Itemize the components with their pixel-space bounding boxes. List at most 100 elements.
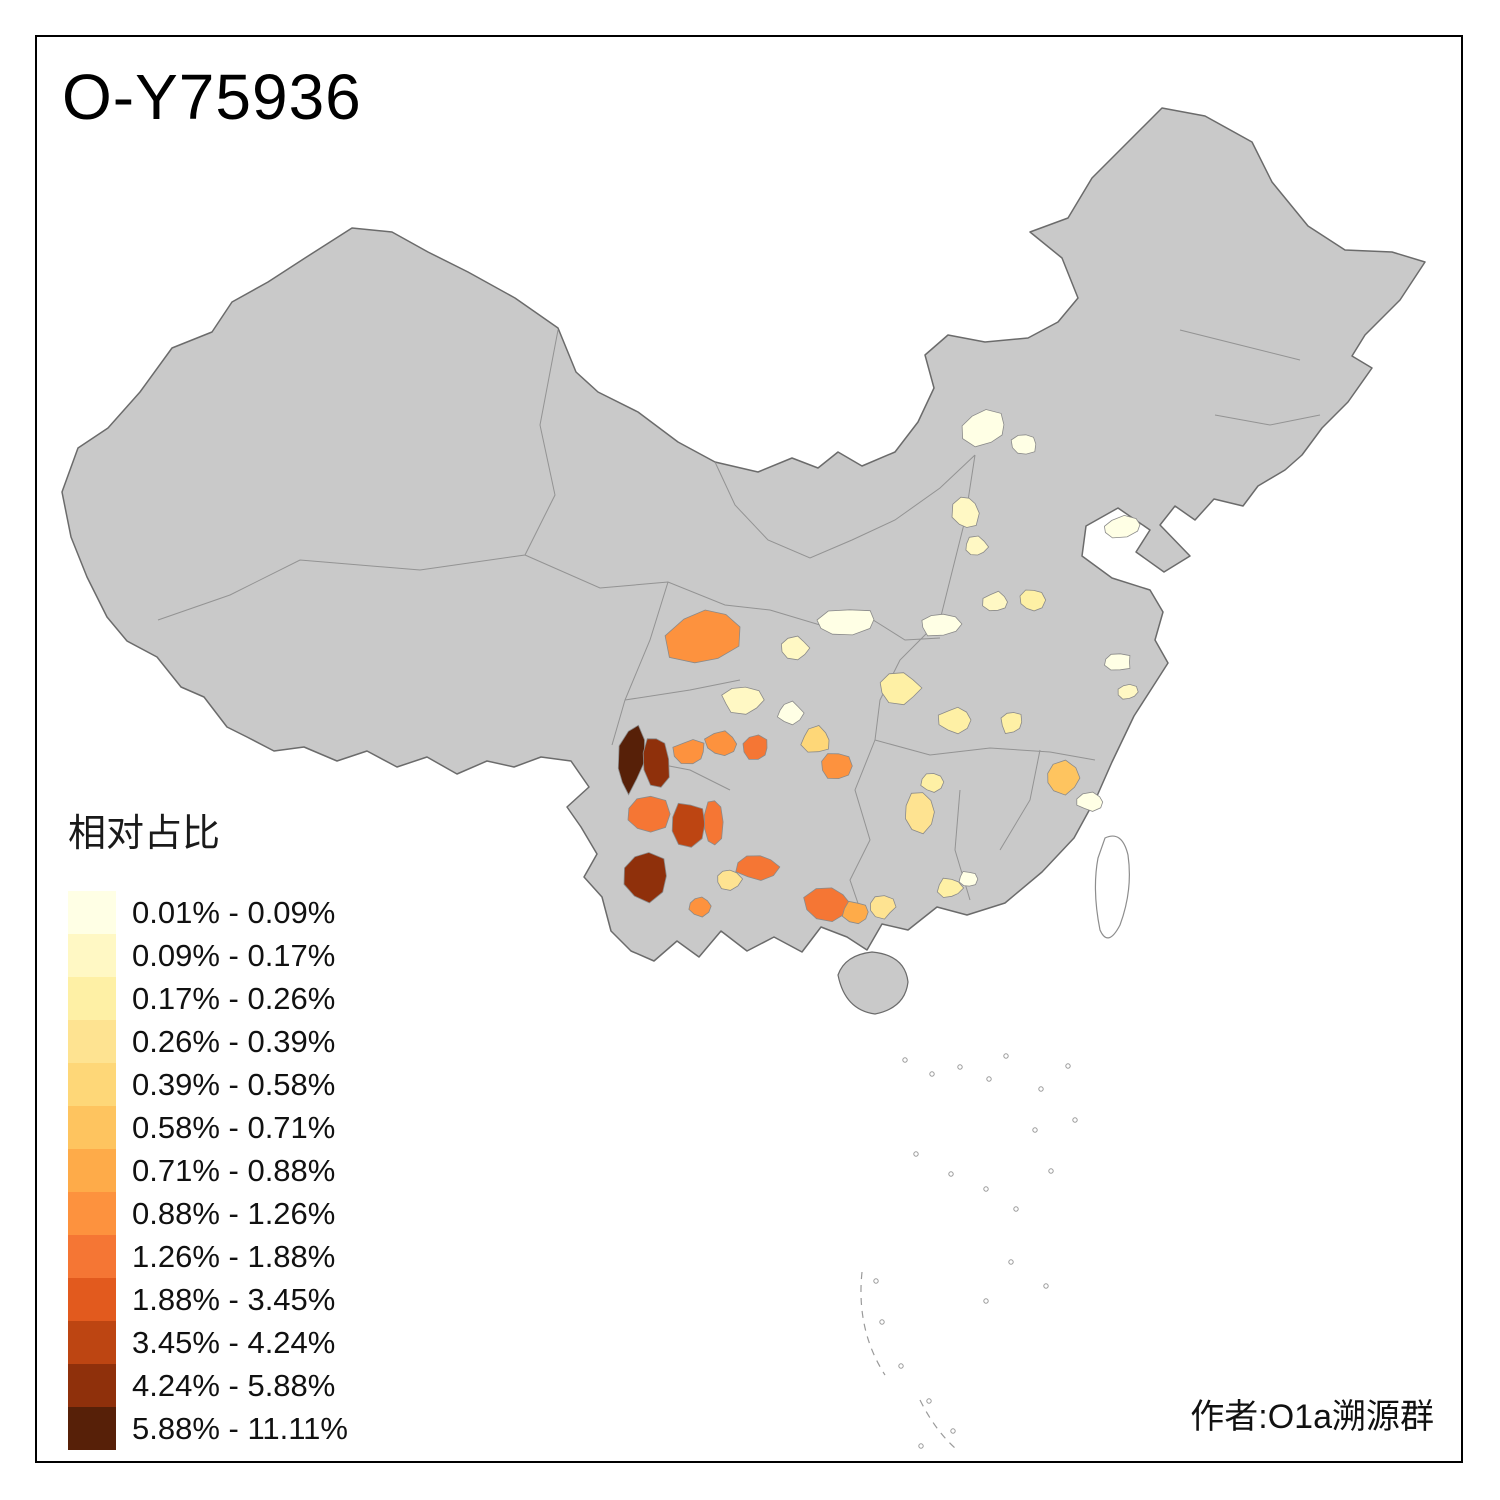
map-region bbox=[965, 535, 990, 556]
islet-mark bbox=[1065, 1063, 1071, 1069]
map-region bbox=[982, 590, 1008, 612]
legend: 相对占比 0.01% - 0.09% 0.09% - 0.17% 0.17% - 0… bbox=[68, 802, 348, 1450]
map-region bbox=[936, 877, 965, 898]
map-region bbox=[816, 609, 875, 636]
map-region bbox=[904, 792, 935, 835]
map-region bbox=[721, 686, 765, 715]
islet-mark bbox=[957, 1064, 963, 1070]
map-region bbox=[642, 738, 670, 788]
islet-mark bbox=[948, 1171, 954, 1177]
taiwan-island bbox=[1094, 835, 1130, 939]
islet-mark bbox=[926, 1398, 932, 1404]
map-region bbox=[1117, 683, 1139, 700]
legend-label: 1.88% - 3.45% bbox=[132, 1281, 336, 1317]
map-region bbox=[958, 871, 979, 887]
map-region bbox=[671, 802, 706, 848]
islet-mark bbox=[918, 1443, 924, 1449]
map-region bbox=[937, 706, 972, 735]
legend-swatch bbox=[68, 1407, 116, 1450]
legend-label: 0.71% - 0.88% bbox=[132, 1152, 336, 1188]
map-region bbox=[921, 613, 963, 637]
map-region bbox=[735, 855, 781, 881]
legend-swatch bbox=[68, 1106, 116, 1149]
legend-label: 0.09% - 0.17% bbox=[132, 937, 336, 973]
islet-mark bbox=[902, 1057, 908, 1063]
map-region bbox=[776, 700, 805, 726]
islet-mark bbox=[873, 1278, 879, 1284]
legend-item: 0.17% - 0.26% bbox=[68, 977, 348, 1020]
islet-mark bbox=[1013, 1206, 1019, 1212]
legend-label: 0.17% - 0.26% bbox=[132, 980, 336, 1016]
author-credit: 作者:O1a溯源群 bbox=[1190, 1398, 1434, 1436]
legend-item: 3.45% - 4.24% bbox=[68, 1321, 348, 1364]
map-region bbox=[623, 852, 667, 904]
map-region bbox=[703, 800, 724, 846]
map-region bbox=[1047, 759, 1081, 796]
map-region bbox=[951, 496, 980, 528]
legend-swatch bbox=[68, 1020, 116, 1063]
map-region bbox=[961, 409, 1005, 448]
legend-item: 0.09% - 0.17% bbox=[68, 934, 348, 977]
islet-mark bbox=[1048, 1168, 1054, 1174]
map-region bbox=[617, 724, 645, 796]
map-region bbox=[869, 895, 897, 920]
islet-mark bbox=[983, 1186, 989, 1192]
islet-mark bbox=[1032, 1127, 1038, 1133]
map-region bbox=[821, 753, 853, 780]
map-region bbox=[1010, 434, 1037, 455]
choropleth-regions bbox=[617, 409, 1141, 925]
mainland-landmass bbox=[61, 107, 1426, 962]
legend-title: 相对占比 bbox=[68, 813, 221, 855]
legend-items: 0.01% - 0.09% 0.09% - 0.17% 0.17% - 0.26% 0… bbox=[68, 891, 348, 1450]
legend-item: 4.24% - 5.88% bbox=[68, 1364, 348, 1407]
map-region bbox=[704, 730, 738, 757]
map-region bbox=[627, 795, 671, 833]
legend-item: 0.71% - 0.88% bbox=[68, 1149, 348, 1192]
map-region bbox=[1103, 514, 1141, 539]
islet-mark bbox=[1072, 1117, 1078, 1123]
legend-item: 0.58% - 0.71% bbox=[68, 1106, 348, 1149]
map-region bbox=[920, 773, 945, 793]
south-china-sea-islands bbox=[873, 1053, 1078, 1449]
map-region bbox=[1104, 653, 1131, 671]
map-region bbox=[742, 734, 768, 760]
map-region bbox=[717, 869, 744, 891]
legend-swatch bbox=[68, 977, 116, 1020]
islet-mark bbox=[913, 1151, 919, 1157]
legend-swatch bbox=[68, 1364, 116, 1407]
islet-mark bbox=[929, 1071, 935, 1077]
legend-swatch bbox=[68, 1063, 116, 1106]
legend-label: 0.01% - 0.09% bbox=[132, 894, 336, 930]
map-region bbox=[803, 887, 851, 923]
legend-item: 0.88% - 1.26% bbox=[68, 1192, 348, 1235]
legend-swatch bbox=[68, 891, 116, 934]
legend-label: 0.88% - 1.26% bbox=[132, 1195, 336, 1231]
islet-mark bbox=[1043, 1283, 1049, 1289]
hainan-island bbox=[837, 951, 909, 1015]
map-region bbox=[879, 672, 923, 706]
legend-swatch bbox=[68, 934, 116, 977]
legend-label: 1.26% - 1.88% bbox=[132, 1238, 336, 1274]
legend-item: 0.39% - 0.58% bbox=[68, 1063, 348, 1106]
islet-mark bbox=[898, 1363, 904, 1369]
map-region bbox=[800, 725, 830, 753]
islet-mark bbox=[986, 1076, 992, 1082]
legend-swatch bbox=[68, 1321, 116, 1364]
islet-mark bbox=[983, 1298, 989, 1304]
legend-swatch bbox=[68, 1278, 116, 1321]
legend-label: 0.58% - 0.71% bbox=[132, 1109, 336, 1145]
map-region bbox=[688, 896, 712, 918]
legend-item: 0.01% - 0.09% bbox=[68, 891, 348, 934]
islet-mark bbox=[879, 1319, 885, 1325]
map-region bbox=[672, 739, 705, 765]
page-title: O-Y75936 bbox=[62, 61, 362, 133]
legend-label: 3.45% - 4.24% bbox=[132, 1324, 336, 1360]
map-region bbox=[664, 609, 741, 664]
map-region bbox=[1000, 712, 1023, 734]
islet-mark bbox=[1003, 1053, 1009, 1059]
map-region bbox=[780, 635, 811, 661]
legend-label: 0.39% - 0.58% bbox=[132, 1066, 336, 1102]
legend-item: 0.26% - 0.39% bbox=[68, 1020, 348, 1063]
